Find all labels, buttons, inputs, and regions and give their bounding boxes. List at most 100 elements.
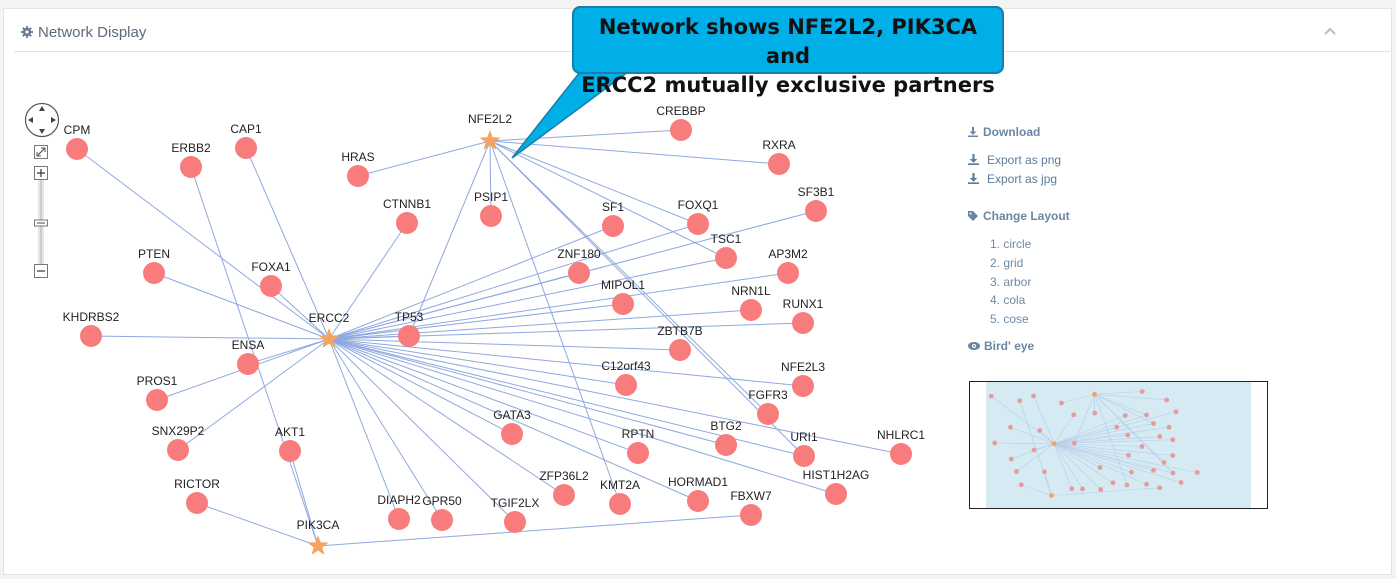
node-circle[interactable] [180, 156, 202, 178]
node-rxra[interactable]: RXRA [762, 138, 796, 175]
node-circle[interactable] [740, 299, 762, 321]
layout-option-grid[interactable]: 2. grid [990, 256, 1024, 270]
node-circle[interactable] [501, 423, 523, 445]
chevron-up-icon[interactable] [1322, 25, 1338, 37]
node-fbxw7[interactable]: FBXW7 [730, 489, 772, 526]
node-circle[interactable] [627, 442, 649, 464]
node-c12orf43[interactable]: C12orf43 [601, 359, 651, 396]
network-graph[interactable]: CPM ERBB2 CAP1 HRAS NFE2L2 CREBBP RXRA CTNNB1 PS… [0, 0, 960, 579]
node-ercc2[interactable]: ERCC2 [309, 311, 350, 348]
node-hist1h2ag[interactable]: HIST1H2AG [803, 468, 870, 505]
hub-star-icon[interactable] [318, 328, 340, 348]
hub-star-icon[interactable] [307, 535, 329, 555]
node-circle[interactable] [669, 339, 691, 361]
node-circle[interactable] [279, 440, 301, 462]
node-ensa[interactable]: ENSA [232, 338, 265, 375]
node-foxa1[interactable]: FOXA1 [251, 260, 291, 297]
node-sf3b1[interactable]: SF3B1 [798, 185, 835, 222]
pan-control[interactable] [24, 102, 60, 138]
node-nrn1l[interactable]: NRN1L [731, 284, 771, 321]
node-circle[interactable] [237, 353, 259, 375]
node-hormad1[interactable]: HORMAD1 [668, 475, 728, 512]
node-diaph2[interactable]: DIAPH2 [377, 493, 421, 530]
node-uri1[interactable]: URI1 [790, 430, 818, 467]
node-circle[interactable] [602, 215, 624, 237]
node-zbtb7b[interactable]: ZBTB7B [657, 324, 703, 361]
node-circle[interactable] [715, 247, 737, 269]
node-circle[interactable] [186, 492, 208, 514]
node-circle[interactable] [167, 439, 189, 461]
node-snx29p2[interactable]: SNX29P2 [152, 424, 205, 461]
node-circle[interactable] [553, 484, 575, 506]
node-fgfr3[interactable]: FGFR3 [748, 388, 788, 425]
node-circle[interactable] [235, 137, 257, 159]
expand-icon[interactable] [34, 145, 48, 159]
node-erbb2[interactable]: ERBB2 [171, 141, 211, 178]
node-circle[interactable] [66, 138, 88, 160]
node-circle[interactable] [715, 434, 737, 456]
layout-option-cose[interactable]: 5. cose [990, 312, 1029, 326]
node-runx1[interactable]: RUNX1 [783, 297, 824, 334]
node-circle[interactable] [615, 374, 637, 396]
node-circle[interactable] [792, 375, 814, 397]
node-circle[interactable] [757, 403, 779, 425]
node-nhlrc1[interactable]: NHLRC1 [877, 428, 925, 465]
layout-option-circle[interactable]: 1. circle [990, 237, 1032, 251]
node-circle[interactable] [398, 325, 420, 347]
zoom-slider[interactable] [34, 166, 48, 278]
node-circle[interactable] [687, 213, 709, 235]
node-circle[interactable] [825, 483, 847, 505]
node-pros1[interactable]: PROS1 [137, 374, 178, 411]
node-rptn[interactable]: RPTN [622, 427, 655, 464]
node-gpr50[interactable]: GPR50 [422, 494, 462, 531]
fit-button[interactable] [34, 145, 48, 159]
node-circle[interactable] [143, 262, 165, 284]
export-jpg-label[interactable]: Export as jpg [987, 172, 1058, 186]
node-nfe2l2[interactable]: NFE2L2 [468, 112, 512, 150]
node-psip1[interactable]: PSIP1 [474, 190, 508, 227]
birds-eye-viewport[interactable] [986, 382, 1251, 508]
pan-arrows-icon[interactable] [24, 102, 60, 138]
node-circle[interactable] [609, 493, 631, 515]
node-gata3[interactable]: GATA3 [493, 408, 531, 445]
node-circle[interactable] [740, 504, 762, 526]
node-sf1[interactable]: SF1 [602, 200, 624, 237]
node-circle[interactable] [260, 275, 282, 297]
node-circle[interactable] [777, 262, 799, 284]
node-khdrbs2[interactable]: KHDRBS2 [63, 310, 120, 347]
node-circle[interactable] [146, 389, 168, 411]
node-znf180[interactable]: ZNF180 [557, 247, 601, 284]
node-ctnnb1[interactable]: CTNNB1 [383, 197, 431, 234]
node-nfe2l3[interactable]: NFE2L3 [781, 360, 825, 397]
node-pik3ca[interactable]: PIK3CA [297, 518, 340, 555]
node-cap1[interactable]: CAP1 [230, 122, 262, 159]
node-btg2[interactable]: BTG2 [710, 419, 742, 456]
zoom-slider-track[interactable] [34, 166, 48, 278]
node-tgif2lx[interactable]: TGIF2LX [491, 496, 540, 533]
node-zfp36l2[interactable]: ZFP36L2 [539, 469, 589, 506]
node-cpm[interactable]: CPM [64, 123, 91, 160]
export-jpg-link[interactable]: Export as jpg [968, 172, 1057, 186]
network-nodes[interactable]: CPM ERBB2 CAP1 HRAS NFE2L2 CREBBP RXRA CTNNB1 PS… [63, 104, 926, 555]
birds-eye-view[interactable] [969, 381, 1268, 509]
node-circle[interactable] [347, 165, 369, 187]
node-circle[interactable] [890, 443, 912, 465]
node-pten[interactable]: PTEN [138, 247, 170, 284]
node-hras[interactable]: HRAS [341, 150, 375, 187]
node-circle[interactable] [805, 200, 827, 222]
node-tsc1[interactable]: TSC1 [711, 232, 742, 269]
node-akt1[interactable]: AKT1 [275, 425, 305, 462]
node-ap3m2[interactable]: AP3M2 [768, 247, 808, 284]
node-circle[interactable] [792, 312, 814, 334]
node-circle[interactable] [480, 205, 502, 227]
node-crebbp[interactable]: CREBBP [656, 104, 706, 141]
node-circle[interactable] [568, 262, 590, 284]
export-png-label[interactable]: Export as png [987, 153, 1062, 167]
node-circle[interactable] [504, 511, 526, 533]
node-circle[interactable] [396, 212, 418, 234]
birds-eye-canvas[interactable] [970, 382, 1267, 508]
node-circle[interactable] [80, 325, 102, 347]
node-circle[interactable] [431, 509, 453, 531]
node-foxq1[interactable]: FOXQ1 [678, 198, 719, 235]
node-circle[interactable] [687, 490, 709, 512]
